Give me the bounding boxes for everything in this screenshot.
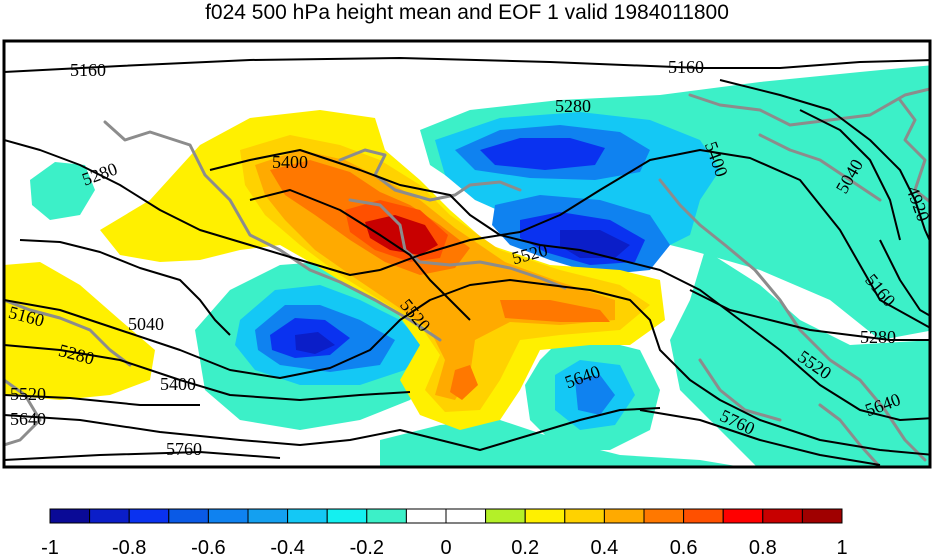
colorbar-swatch: [564, 508, 605, 524]
colorbar-tick-label: 0.6: [670, 537, 698, 558]
colorbar-tick-label: 0.2: [511, 537, 539, 558]
eof-neg5-east-lower: [560, 230, 630, 258]
contour-label: 5160: [668, 57, 704, 77]
contour-label: 5520: [10, 384, 46, 404]
contour-label: 5280: [79, 159, 120, 190]
contour-label: 5400: [160, 374, 196, 394]
eof-pos4-south: [450, 365, 478, 400]
eof-negative-eastlower: [670, 250, 930, 467]
colorbar-swatch: [287, 508, 328, 524]
eof-neg5-west: [295, 332, 335, 354]
colorbar-swatch: [207, 508, 249, 524]
colorbar-swatch: [89, 508, 130, 524]
colorbar-swatch: [485, 508, 526, 524]
colorbar-swatch: [762, 508, 803, 524]
colorbar-swatch: [326, 508, 368, 524]
colorbar-swatch: [128, 508, 170, 524]
colorbar-swatch: [445, 508, 487, 524]
colorbar-tick-label: 0.8: [749, 537, 777, 558]
contour-label: 5400: [272, 152, 308, 172]
colorbar-swatch: [168, 508, 209, 524]
colorbar-tick-label: -0.8: [112, 537, 146, 558]
contour-label: 5160: [70, 60, 106, 80]
colorbar: -1 -0.8 -0.6 -0.4 -0.2 0 0.2 0.4 0.6 0.8 1: [41, 508, 848, 558]
colorbar-swatch: [801, 508, 843, 524]
contour-label: 5760: [166, 439, 202, 459]
height-contours: [4, 57, 930, 466]
colorbar-swatch: [524, 508, 566, 524]
colorbar-swatch: [247, 508, 289, 524]
colorbar-swatch: [683, 508, 724, 524]
colorbar-swatch: [366, 508, 407, 524]
contour-label: 5640: [10, 409, 46, 429]
contour-label: 5040: [128, 314, 164, 334]
colorbar-swatch: [49, 508, 91, 524]
colorbar-tick-label: -0.6: [191, 537, 225, 558]
eof-positive-west: [4, 262, 155, 400]
colorbar-tick-label: -1: [41, 537, 59, 558]
coastlines: [4, 87, 930, 467]
colorbar-tick-label: -0.2: [350, 537, 384, 558]
eof-negative-bottom: [380, 420, 742, 467]
map-frame: [2, 39, 932, 469]
contour-label: 5280: [555, 96, 591, 116]
eof-neg3-south: [575, 375, 615, 415]
colorbar-swatch: [722, 508, 764, 524]
colorbar-swatch: [643, 508, 685, 524]
colorbar-tick-label: 1: [836, 537, 847, 558]
colorbar-tick-label: -0.4: [270, 537, 304, 558]
colorbar-tick-label: 0: [440, 537, 451, 558]
contour-label: 5280: [860, 327, 896, 347]
eof-neg4-east-upper: [480, 138, 605, 170]
colorbar-tick-label: 0.4: [590, 537, 618, 558]
eof-negative-farwest: [30, 162, 95, 220]
colorbar-swatch: [405, 508, 447, 524]
colorbar-swatch: [603, 508, 645, 524]
map-title: f024 500 hPa height mean and EOF 1 valid…: [205, 1, 729, 24]
eof-pos4-tail: [500, 300, 610, 322]
